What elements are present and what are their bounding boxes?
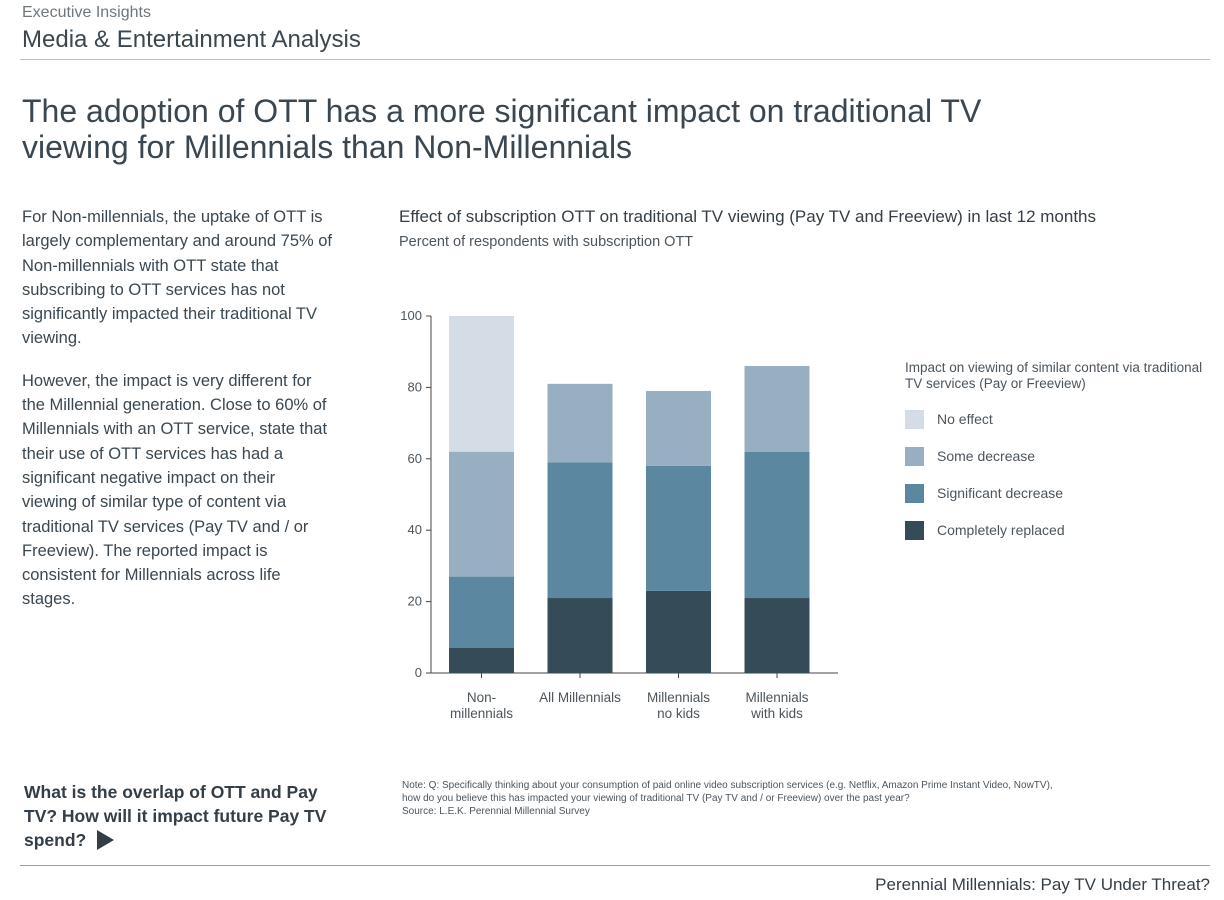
chart-title: Effect of subscription OTT on traditiona… (399, 207, 1097, 226)
legend-label: No effect (937, 411, 993, 427)
play-arrow-icon[interactable] (97, 830, 115, 850)
y-tick-label: 20 (408, 594, 422, 609)
cta-text[interactable]: What is the overlap of OTT and Pay TV? H… (24, 782, 327, 850)
bar-segment (449, 316, 514, 452)
kicker: Executive Insights (22, 4, 151, 21)
legend-swatch (905, 447, 924, 466)
bottom-divider (20, 865, 1210, 866)
source-line: Source: L.E.K. Perennial Millennial Surv… (402, 806, 590, 817)
bar-segment (449, 451, 514, 577)
y-tick-label: 60 (408, 451, 422, 466)
legend-swatch (905, 410, 924, 429)
x-tick-label: Millennials (647, 690, 710, 705)
top-divider (20, 59, 1210, 60)
bar-segment (547, 383, 613, 463)
body-paragraph-1: For Non-millennials, the uptake of OTT i… (22, 208, 333, 348)
bar-segment (646, 590, 711, 673)
stacked-bar-chart: 0 20 40 60 80 100 Non-millennials All Millennia… (400, 308, 838, 721)
bar-segment (646, 465, 711, 591)
note-line-1: Note: Q: Specifically thinking about you… (402, 780, 1053, 791)
x-tick-label: Millennials (745, 690, 808, 705)
x-tick-label: with kids (750, 706, 803, 721)
note-line-2: how do you believe this has impacted you… (402, 793, 910, 804)
x-tick-label: Non- (467, 690, 496, 705)
y-tick-label: 0 (415, 665, 422, 680)
bar-segment (547, 462, 613, 599)
x-tick-label: All Millennials (539, 690, 621, 705)
bar-segment (646, 390, 711, 466)
x-tick-label: no kids (657, 706, 700, 721)
y-tick-label: 100 (400, 308, 422, 323)
y-tick-label: 40 (408, 522, 422, 537)
chart-legend: Impact on viewing of similar content via… (905, 360, 1205, 540)
legend-swatch (905, 484, 924, 503)
bar-segment (547, 598, 613, 673)
legend-label: Completely replaced (937, 522, 1065, 538)
x-tick-label: millennials (450, 706, 513, 721)
legend-title: Impact on viewing of similar content via… (905, 360, 1203, 391)
footer-title: Perennial Millennials: Pay TV Under Thre… (875, 875, 1210, 894)
chart-notes: Note: Q: Specifically thinking about you… (402, 779, 1202, 818)
legend-swatch (905, 521, 924, 540)
body-text: For Non-millennials, the uptake of OTT i… (22, 205, 332, 630)
section-title: Media & Entertainment Analysis (22, 26, 361, 53)
bar-segment (744, 365, 810, 452)
page-headline: The adoption of OTT has a more significa… (22, 93, 982, 165)
bar-segment (744, 598, 810, 673)
bar-segment (744, 451, 810, 599)
cta-question[interactable]: What is the overlap of OTT and Pay TV? H… (24, 780, 334, 852)
chart-subtitle: Percent of respondents with subscription… (399, 234, 694, 250)
bar-segment (449, 648, 514, 673)
body-paragraph-2: However, the impact is very different fo… (22, 371, 328, 609)
legend-label: Significant decrease (937, 485, 1064, 501)
bar-segment (449, 576, 514, 649)
legend-label: Some decrease (937, 448, 1036, 464)
y-tick-label: 80 (408, 379, 422, 394)
